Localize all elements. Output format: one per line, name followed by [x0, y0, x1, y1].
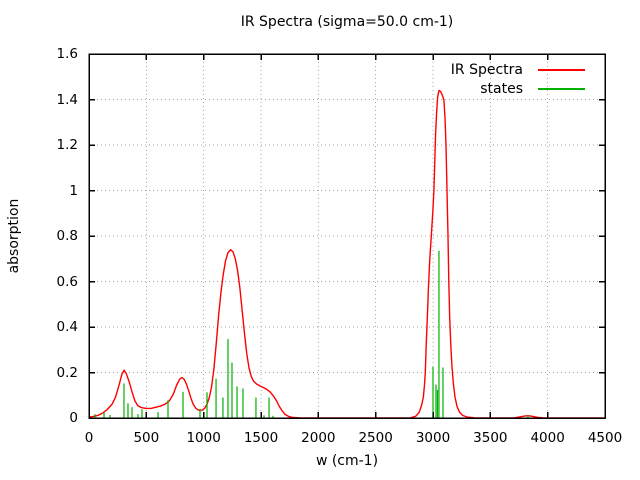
- legend-entry-label: states: [480, 80, 523, 97]
- x-tick-label: 4500: [587, 430, 623, 446]
- y-tick-label: 0.8: [56, 228, 78, 244]
- y-tick-label: 1.6: [56, 46, 78, 62]
- x-tick-label: 1500: [243, 430, 279, 446]
- y-tick-label: 0.6: [56, 273, 78, 290]
- legend-entry-label: IR Spectra: [450, 61, 523, 78]
- legend: IR Spectra states: [385, 60, 585, 98]
- plot-border: [88, 53, 606, 419]
- legend-line-sample: [538, 87, 585, 90]
- x-tick-label: 3500: [473, 430, 508, 446]
- x-tick-label: 500: [133, 430, 160, 446]
- x-axis-title: w (cm-1): [315, 453, 379, 469]
- x-tick-label: 2000: [301, 430, 336, 446]
- y-tick-label: 0.2: [56, 364, 78, 381]
- y-tick-label: 1.4: [56, 91, 78, 108]
- legend-line-sample: [538, 68, 585, 71]
- x-tick-label: 3000: [415, 430, 451, 446]
- legend-entry: IR Spectra: [385, 60, 585, 79]
- y-tick-label: 0: [69, 410, 78, 426]
- chart-title: IR Spectra (sigma=50.0 cm-1): [240, 14, 454, 30]
- y-tick-label: 0.4: [56, 319, 78, 335]
- x-tick-label: 4000: [530, 430, 565, 446]
- legend-entry: states: [385, 79, 585, 98]
- x-tick-label: 1000: [186, 430, 221, 446]
- x-tick-label: 2500: [358, 430, 393, 446]
- y-tick-label: 1.2: [56, 137, 78, 153]
- ir-spectra-curve: [88, 89, 605, 419]
- y-tick-label: 1: [69, 182, 78, 199]
- x-tick-label: 0: [84, 430, 94, 446]
